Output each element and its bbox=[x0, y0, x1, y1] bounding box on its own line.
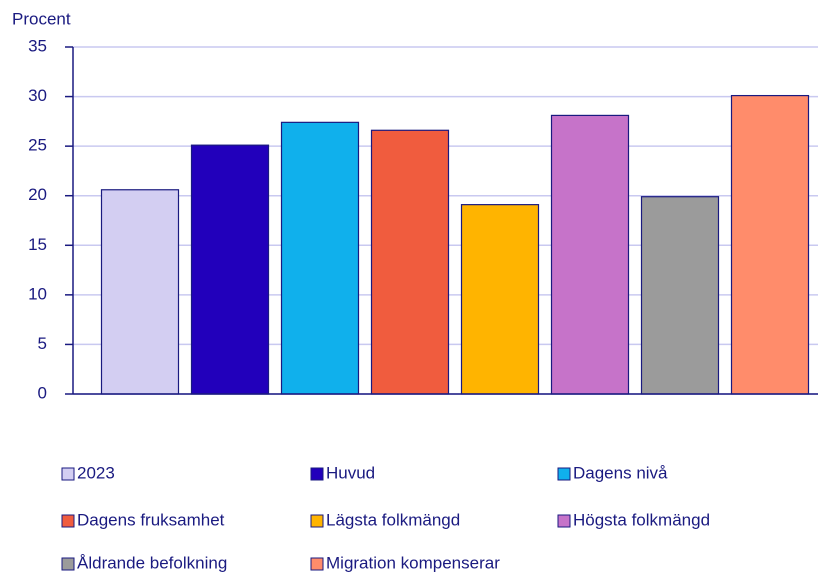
bar bbox=[100, 189, 180, 395]
legend-label: Dagens fruksamhet bbox=[77, 510, 225, 529]
y-tick-label: 25 bbox=[28, 136, 47, 155]
y-tick-label: 30 bbox=[28, 86, 47, 105]
y-tick-label: 20 bbox=[28, 185, 47, 204]
legend-swatch bbox=[310, 514, 324, 528]
legend-swatch bbox=[61, 514, 75, 528]
y-tick-label: 35 bbox=[28, 36, 47, 55]
legend-label: Migration kompenserar bbox=[326, 553, 500, 572]
y-axis-label: Procent bbox=[12, 9, 71, 28]
legend-swatch bbox=[310, 557, 324, 571]
legend-label: Lägsta folkmängd bbox=[326, 510, 460, 529]
legend-swatch bbox=[557, 514, 571, 528]
bar bbox=[460, 204, 540, 395]
legend-swatch bbox=[310, 467, 324, 481]
bar bbox=[370, 129, 450, 395]
y-tick-label: 15 bbox=[28, 235, 47, 254]
bar bbox=[640, 196, 720, 395]
bar bbox=[550, 114, 630, 395]
bar bbox=[730, 94, 810, 395]
legend-label: Huvud bbox=[326, 463, 375, 482]
y-tick-label: 0 bbox=[38, 383, 47, 402]
legend-swatch bbox=[557, 467, 571, 481]
legend-swatch bbox=[61, 557, 75, 571]
legend-label: Högsta folkmängd bbox=[573, 510, 710, 529]
legend-label: 2023 bbox=[77, 463, 115, 482]
legend-label: Åldrande befolkning bbox=[77, 553, 227, 572]
y-tick-label: 5 bbox=[38, 334, 47, 353]
legend-label: Dagens nivå bbox=[573, 463, 668, 482]
y-tick-label: 10 bbox=[28, 284, 47, 303]
bar bbox=[190, 144, 270, 395]
legend-swatch bbox=[61, 467, 75, 481]
bar bbox=[280, 121, 360, 395]
